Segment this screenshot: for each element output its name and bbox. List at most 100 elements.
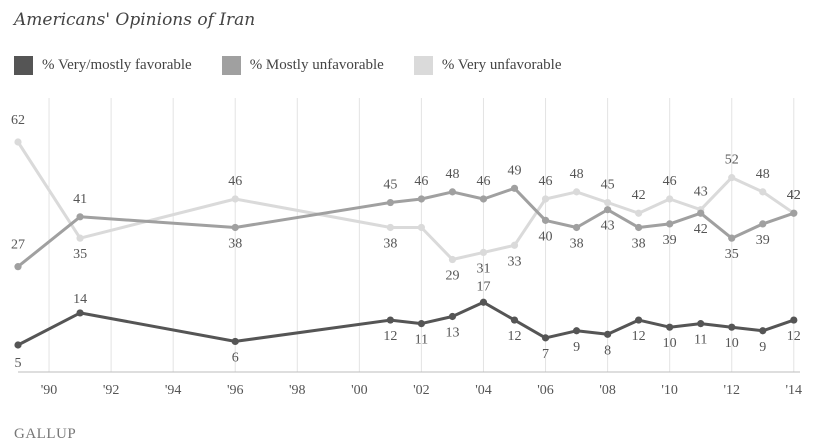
x-tick-label-2008: '08 — [599, 383, 616, 398]
data-point-mostly-unfavorable-2007 — [572, 223, 581, 232]
x-tick-label-1996: '96 — [227, 383, 244, 398]
data-point-favorable-2010 — [666, 323, 674, 331]
data-point-mostly-unfavorable-2005 — [510, 184, 519, 192]
data-point-mostly-unfavorable-2011 — [697, 209, 705, 217]
data-label-very-unfavorable-2003: 29 — [445, 269, 459, 284]
data-label-favorable-2012: 10 — [725, 336, 739, 351]
data-label-very-unfavorable-2011: 43 — [694, 185, 708, 200]
data-label-mostly-unfavorable-2011: 42 — [694, 222, 708, 237]
legend: % Very/mostly favorable % Mostly unfavor… — [14, 56, 592, 75]
chart-title: Americans' Opinions of Iran — [14, 10, 256, 30]
data-label-favorable-2001: 12 — [383, 329, 397, 344]
data-point-favorable-2009 — [635, 316, 643, 324]
data-label-favorable-1989: 5 — [15, 356, 22, 371]
data-point-favorable-2002 — [417, 320, 426, 328]
data-label-favorable-2005: 12 — [508, 329, 522, 344]
data-point-favorable-2003 — [448, 312, 457, 321]
data-point-favorable-2001 — [386, 316, 394, 324]
data-label-mostly-unfavorable-2001: 45 — [383, 178, 397, 193]
x-tick-label-1992: '92 — [103, 383, 120, 398]
data-point-mostly-unfavorable-2010 — [666, 220, 674, 228]
data-label-mostly-unfavorable-1989: 27 — [11, 238, 25, 253]
data-label-favorable-2010: 10 — [663, 336, 677, 351]
data-point-favorable-1991 — [76, 309, 84, 317]
legend-item-mostly-unfavorable: % Mostly unfavorable — [221, 56, 384, 75]
data-point-very-unfavorable-2009 — [635, 209, 643, 217]
data-point-mostly-unfavorable-2013 — [759, 220, 767, 228]
data-point-very-unfavorable-2001 — [386, 223, 394, 232]
gallup-logo: GALLUP — [14, 426, 77, 442]
x-tick-label-1998: '98 — [289, 383, 306, 398]
x-tick-label-2006: '06 — [537, 383, 554, 398]
legend-item-very-unfavorable: % Very unfavorable — [413, 56, 562, 75]
data-point-very-unfavorable-1989 — [14, 138, 22, 146]
data-point-very-unfavorable-2005 — [510, 241, 519, 249]
data-point-very-unfavorable-2008 — [604, 198, 612, 207]
data-point-very-unfavorable-2013 — [759, 188, 767, 196]
data-point-mostly-unfavorable-1991 — [76, 213, 84, 221]
data-point-very-unfavorable-2007 — [572, 188, 581, 196]
data-label-favorable-2011: 11 — [694, 333, 707, 348]
data-label-favorable-1991: 14 — [73, 292, 87, 307]
data-label-mostly-unfavorable-2005: 49 — [508, 163, 522, 178]
data-label-mostly-unfavorable-1991: 41 — [73, 192, 87, 207]
data-label-favorable-2013: 9 — [759, 340, 766, 355]
data-label-favorable-2009: 12 — [632, 329, 646, 344]
legend-swatch-mostly-unfavorable — [221, 56, 241, 75]
data-point-very-unfavorable-1996 — [231, 195, 239, 203]
data-point-mostly-unfavorable-1996 — [231, 223, 239, 232]
data-label-favorable-2004: 17 — [476, 279, 490, 294]
data-label-very-unfavorable-2004: 31 — [476, 261, 490, 276]
x-tick-label-2004: '04 — [475, 383, 492, 398]
data-point-very-unfavorable-1991 — [76, 234, 84, 242]
data-label-mostly-unfavorable-2008: 43 — [601, 219, 615, 234]
data-label-mostly-unfavorable-2009: 38 — [632, 236, 646, 251]
data-point-favorable-2005 — [510, 316, 519, 324]
data-label-very-unfavorable-2005: 33 — [508, 254, 522, 269]
data-point-mostly-unfavorable-2008 — [604, 206, 612, 214]
data-label-very-unfavorable-2014: 42 — [787, 188, 801, 203]
data-point-mostly-unfavorable-2012 — [728, 234, 736, 242]
data-label-favorable-1996: 6 — [232, 350, 239, 365]
data-label-mostly-unfavorable-2002: 46 — [414, 174, 428, 189]
data-point-mostly-unfavorable-2001 — [386, 198, 394, 207]
data-label-mostly-unfavorable-2007: 38 — [570, 236, 584, 251]
data-label-favorable-2002: 11 — [415, 333, 428, 348]
data-point-favorable-2004 — [479, 298, 488, 306]
data-label-very-unfavorable-2009: 42 — [632, 188, 646, 203]
data-label-mostly-unfavorable-2006: 40 — [539, 229, 553, 244]
legend-label-very-unfavorable: % Very unfavorable — [441, 57, 562, 73]
x-tick-label-2010: '10 — [661, 383, 678, 398]
data-point-mostly-unfavorable-2014 — [790, 209, 798, 217]
data-point-mostly-unfavorable-2004 — [479, 195, 488, 203]
data-label-very-unfavorable-2013: 48 — [756, 167, 770, 182]
data-label-very-unfavorable-2001: 38 — [383, 236, 397, 251]
data-label-very-unfavorable-2006: 46 — [539, 174, 553, 189]
data-point-mostly-unfavorable-2002 — [417, 195, 426, 203]
data-label-mostly-unfavorable-2003: 48 — [445, 167, 459, 182]
data-point-mostly-unfavorable-2006 — [541, 216, 550, 224]
data-label-very-unfavorable-1991: 35 — [73, 247, 87, 262]
data-label-favorable-2008: 8 — [604, 343, 611, 358]
legend-label-favorable: % Very/mostly favorable — [42, 57, 192, 73]
data-point-very-unfavorable-2006 — [541, 195, 550, 203]
data-point-favorable-2008 — [604, 330, 612, 338]
data-point-favorable-1996 — [231, 337, 239, 346]
data-point-favorable-2011 — [697, 320, 705, 328]
data-label-favorable-2006: 7 — [542, 347, 549, 362]
data-label-very-unfavorable-2008: 45 — [601, 178, 615, 193]
series-line-favorable — [17, 300, 795, 347]
data-point-favorable-1989 — [14, 341, 22, 349]
data-point-favorable-2013 — [759, 327, 767, 335]
data-point-mostly-unfavorable-2003 — [448, 188, 457, 196]
data-label-favorable-2007: 9 — [573, 340, 580, 355]
legend-swatch-favorable — [14, 56, 33, 75]
data-point-favorable-2006 — [541, 334, 550, 342]
x-tick-label-2012: '12 — [723, 383, 740, 398]
data-label-very-unfavorable-2012: 52 — [725, 153, 739, 168]
data-point-mostly-unfavorable-2009 — [635, 223, 643, 232]
data-point-favorable-2014 — [790, 316, 798, 324]
data-point-very-unfavorable-2003 — [448, 255, 457, 264]
legend-swatch-very-unfavorable — [413, 56, 433, 75]
